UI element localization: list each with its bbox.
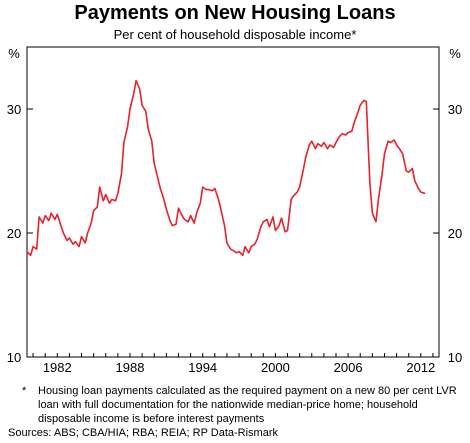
y-unit-right: % — [449, 46, 461, 61]
chart-notes: * Housing loan payments calculated as th… — [8, 384, 466, 440]
chart-title: Payments on New Housing Loans — [74, 2, 396, 24]
x-tick-label: 2000 — [261, 360, 290, 375]
x-tick-label: 2012 — [406, 360, 435, 375]
series-line — [26, 79, 426, 257]
x-tick-label: 1988 — [116, 360, 145, 375]
y-tick-label-left: 20 — [7, 226, 21, 241]
footnote-text: Housing loan payments calculated as the … — [38, 385, 457, 425]
x-tick-label: 1982 — [43, 360, 72, 375]
y-tick-label-right: 30 — [448, 102, 462, 117]
y-tick-label-left: 30 — [7, 102, 21, 117]
plot-frame — [26, 46, 440, 358]
x-tick-label: 1994 — [188, 360, 217, 375]
sources: Sources: ABS; CBA/HIA; RBA; REIA; RP Dat… — [8, 427, 278, 439]
footnote-mark: * — [22, 385, 27, 397]
y-tick-label-right: 20 — [448, 226, 462, 241]
footnote: * Housing loan payments calculated as th… — [8, 384, 466, 426]
chart-subtitle: Per cent of household disposable income* — [113, 27, 357, 42]
x-tick-label: 2006 — [334, 360, 363, 375]
y-unit-left: % — [8, 46, 20, 61]
y-tick-label-left: 10 — [7, 350, 21, 365]
y-tick-label-right: 10 — [448, 350, 462, 365]
